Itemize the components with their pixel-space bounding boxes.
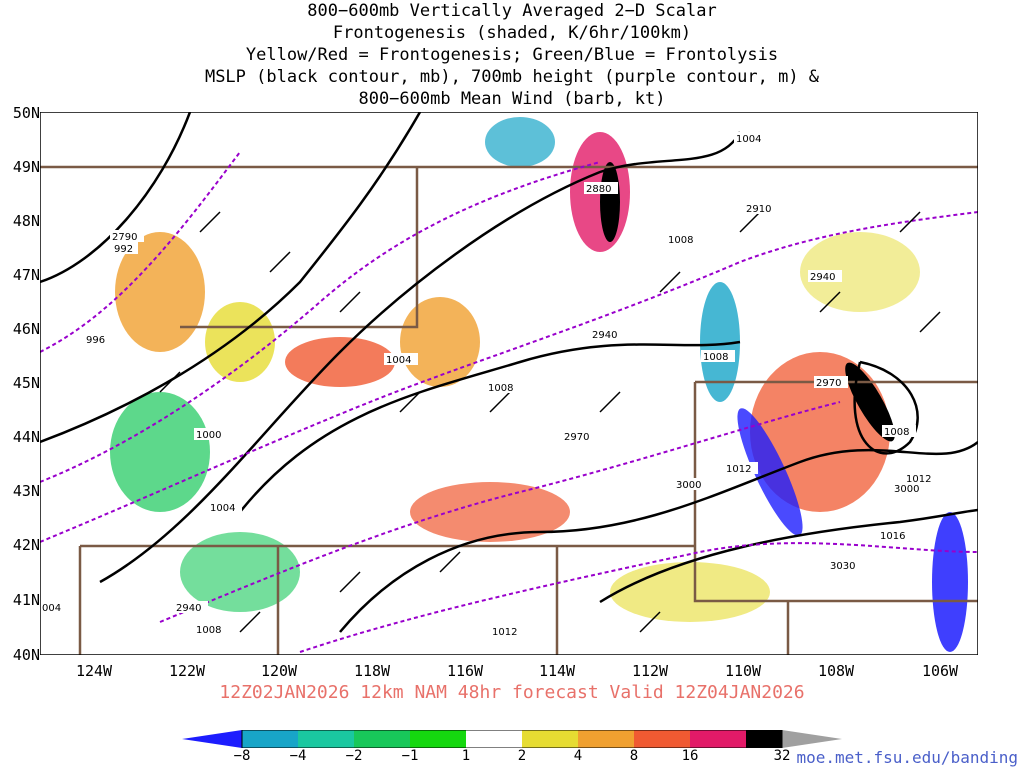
colorbar-segment xyxy=(578,730,634,748)
mslp-label: 1000 xyxy=(196,430,221,441)
mslp-label: 992 xyxy=(114,244,133,255)
colorbar xyxy=(182,730,842,748)
colorbar-segment xyxy=(298,730,354,748)
height-label: 2940 xyxy=(176,603,201,614)
lat-label: 49N xyxy=(12,158,40,176)
mslp-label: 004 xyxy=(42,603,61,614)
lon-label: 110W xyxy=(724,662,762,680)
lon-label: 118W xyxy=(353,662,391,680)
colorbar-label: 1 xyxy=(461,748,471,764)
lat-label: 41N xyxy=(12,591,40,609)
mslp-label: 1012 xyxy=(906,474,931,485)
mslp-label: 996 xyxy=(86,335,105,346)
height-label: 3030 xyxy=(830,561,855,572)
mslp-label: 1004 xyxy=(736,134,761,145)
colorbar-arrow-left xyxy=(182,730,242,748)
height-label: 2910 xyxy=(746,204,771,215)
lon-label: 124W xyxy=(75,662,113,680)
lat-label: 42N xyxy=(12,536,40,554)
mslp-contours xyxy=(40,112,978,633)
lon-label: 106W xyxy=(921,662,959,680)
height-label: 2970 xyxy=(564,432,589,443)
mslp-label: 1016 xyxy=(880,531,905,542)
lat-label: 45N xyxy=(12,374,40,392)
colorbar-label: −2 xyxy=(345,748,363,764)
lat-label: 50N xyxy=(12,104,40,122)
lon-label: 116W xyxy=(446,662,484,680)
height-label: 2790 xyxy=(112,232,137,243)
title-line-1: 800−600mb Vertically Averaged 2−D Scalar xyxy=(307,1,717,21)
colorbar-segment xyxy=(354,730,410,748)
lon-label: 108W xyxy=(817,662,855,680)
lat-label: 46N xyxy=(12,320,40,338)
height-label: 2970 xyxy=(816,378,841,389)
frontogenesis-shading xyxy=(110,117,968,652)
colorbar-label: −8 xyxy=(233,748,251,764)
height-label: 3000 xyxy=(894,484,919,495)
lat-label: 48N xyxy=(12,212,40,230)
height-label: 2940 xyxy=(592,330,617,341)
mslp-label: 1008 xyxy=(703,352,728,363)
colorbar-label: 4 xyxy=(573,748,583,764)
title-line-4: MSLP (black contour, mb), 700mb height (… xyxy=(204,67,820,87)
contour-labels: 1004 1004 1008 1008 1000 1004 992 996 10… xyxy=(40,132,938,638)
colorbar-label: 2 xyxy=(517,748,527,764)
lon-label: 120W xyxy=(260,662,298,680)
mslp-label: 1004 xyxy=(210,503,235,514)
colorbar-segment xyxy=(690,730,746,748)
lon-label: 122W xyxy=(168,662,206,680)
colorbar-segment xyxy=(466,730,522,748)
colorbar-arrow-right xyxy=(782,730,842,748)
title-line-2: Frontogenesis (shaded, K/6hr/100km) xyxy=(332,23,692,43)
mslp-label: 1008 xyxy=(884,427,909,438)
height-contours xyxy=(40,151,978,653)
title-line-3: Yellow/Red = Frontogenesis; Green/Blue =… xyxy=(245,45,779,65)
mslp-label: 1008 xyxy=(668,235,693,246)
mslp-label: 1008 xyxy=(488,383,513,394)
colorbar-segment xyxy=(242,730,298,748)
forecast-footer: 12Z02JAN2026 12km NAM 48hr forecast Vali… xyxy=(219,682,805,703)
height-labels: 2880 2910 2940 2940 2970 2970 3000 3000 … xyxy=(110,182,926,614)
colorbar-label: 8 xyxy=(629,748,639,764)
colorbar-segment xyxy=(522,730,578,748)
lon-label: 114W xyxy=(538,662,576,680)
title-block: 800−600mb Vertically Averaged 2−D Scalar… xyxy=(0,0,1024,110)
lat-label: 40N xyxy=(12,646,40,664)
height-label: 2940 xyxy=(810,272,835,283)
height-label: 2880 xyxy=(586,184,611,195)
colorbar-label: 32 xyxy=(773,748,791,764)
colorbar-label: 16 xyxy=(681,748,699,764)
map-panel: 1004 1004 1008 1008 1000 1004 992 996 10… xyxy=(40,112,978,655)
colorbar-segment xyxy=(634,730,690,748)
wind-barbs xyxy=(159,211,941,633)
colorbar-segment xyxy=(746,730,782,748)
mslp-label: 1012 xyxy=(492,627,517,638)
title-line-5: 800−600mb Mean Wind (barb, kt) xyxy=(358,89,666,109)
lon-label: 112W xyxy=(631,662,669,680)
mslp-label: 1012 xyxy=(726,464,751,475)
colorbar-segment xyxy=(410,730,466,748)
height-label: 3000 xyxy=(676,480,701,491)
lat-label: 44N xyxy=(12,428,40,446)
mslp-label: 1004 xyxy=(386,355,411,366)
lat-label: 43N xyxy=(12,482,40,500)
lat-label: 47N xyxy=(12,266,40,284)
colorbar-label: −4 xyxy=(289,748,307,764)
mslp-label: 1008 xyxy=(196,625,221,636)
colorbar-label: −1 xyxy=(401,748,419,764)
credit-link[interactable]: moe.met.fsu.edu/banding xyxy=(796,748,1018,767)
